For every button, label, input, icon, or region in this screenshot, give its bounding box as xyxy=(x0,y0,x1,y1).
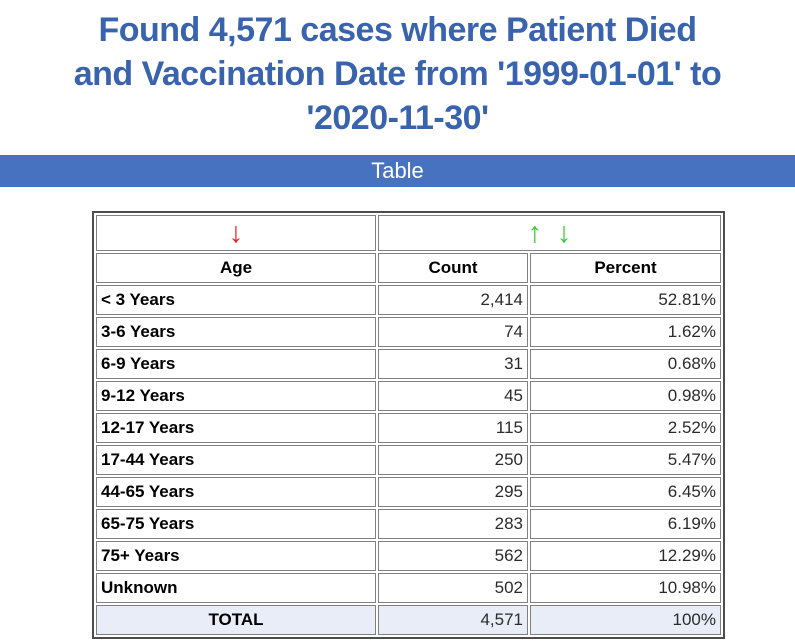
table-row: 65-75 Years 283 6.19% xyxy=(96,509,721,539)
table-section-header: Table xyxy=(0,155,795,187)
sort-age-cell: ↓ xyxy=(96,215,376,251)
sort-age-descending-icon[interactable]: ↓ xyxy=(228,217,244,249)
age-cell: 75+ Years xyxy=(96,541,376,571)
column-header-percent: Percent xyxy=(530,253,721,283)
age-cell: Unknown xyxy=(96,573,376,603)
count-cell: 562 xyxy=(378,541,528,571)
age-cell: 44-65 Years xyxy=(96,477,376,507)
age-cell: < 3 Years xyxy=(96,285,376,315)
total-count-cell: 4,571 xyxy=(378,605,528,635)
table-row: 3-6 Years 74 1.62% xyxy=(96,317,721,347)
percent-cell: 0.68% xyxy=(530,349,721,379)
total-row: TOTAL 4,571 100% xyxy=(96,605,721,635)
sort-count-descending-icon[interactable]: ↓ xyxy=(556,217,572,249)
count-cell: 2,414 xyxy=(378,285,528,315)
sort-count-cell: ↑ ↓ xyxy=(378,215,721,251)
percent-cell: 2.52% xyxy=(530,413,721,443)
sort-row: ↓ ↑ ↓ xyxy=(96,215,721,251)
table-row: 9-12 Years 45 0.98% xyxy=(96,381,721,411)
percent-cell: 1.62% xyxy=(530,317,721,347)
count-cell: 45 xyxy=(378,381,528,411)
column-header-age: Age xyxy=(96,253,376,283)
age-cell: 9-12 Years xyxy=(96,381,376,411)
age-cell: 6-9 Years xyxy=(96,349,376,379)
column-header-count: Count xyxy=(378,253,528,283)
percent-cell: 52.81% xyxy=(530,285,721,315)
count-cell: 250 xyxy=(378,445,528,475)
sort-count-ascending-icon[interactable]: ↑ xyxy=(527,217,543,249)
percent-cell: 0.98% xyxy=(530,381,721,411)
percent-cell: 10.98% xyxy=(530,573,721,603)
total-percent-cell: 100% xyxy=(530,605,721,635)
percent-cell: 6.45% xyxy=(530,477,721,507)
table-section-label: Table xyxy=(371,158,424,183)
table-row: 17-44 Years 250 5.47% xyxy=(96,445,721,475)
results-title: Found 4,571 cases where Patient Died and… xyxy=(0,0,795,140)
table-row: 12-17 Years 115 2.52% xyxy=(96,413,721,443)
age-cell: 17-44 Years xyxy=(96,445,376,475)
table-row: Unknown 502 10.98% xyxy=(96,573,721,603)
percent-cell: 5.47% xyxy=(530,445,721,475)
count-cell: 283 xyxy=(378,509,528,539)
age-cell: 65-75 Years xyxy=(96,509,376,539)
age-cell: 3-6 Years xyxy=(96,317,376,347)
results-title-line-2: and Vaccination Date from '1999-01-01' t… xyxy=(73,55,722,93)
count-cell: 74 xyxy=(378,317,528,347)
table-row: 6-9 Years 31 0.68% xyxy=(96,349,721,379)
results-title-line-3: '2020-11-30' xyxy=(306,99,489,137)
count-cell: 31 xyxy=(378,349,528,379)
table-row: 44-65 Years 295 6.45% xyxy=(96,477,721,507)
age-cell: 12-17 Years xyxy=(96,413,376,443)
table-row: < 3 Years 2,414 52.81% xyxy=(96,285,721,315)
total-label-cell: TOTAL xyxy=(96,605,376,635)
results-title-line-1: Found 4,571 cases where Patient Died xyxy=(98,11,697,49)
results-table: ↓ ↑ ↓ Age Count Percent < 3 Years 2,414 … xyxy=(92,211,725,639)
count-cell: 502 xyxy=(378,573,528,603)
count-cell: 115 xyxy=(378,413,528,443)
table-row: 75+ Years 562 12.29% xyxy=(96,541,721,571)
percent-cell: 12.29% xyxy=(530,541,721,571)
percent-cell: 6.19% xyxy=(530,509,721,539)
count-cell: 295 xyxy=(378,477,528,507)
header-row: Age Count Percent xyxy=(96,253,721,283)
